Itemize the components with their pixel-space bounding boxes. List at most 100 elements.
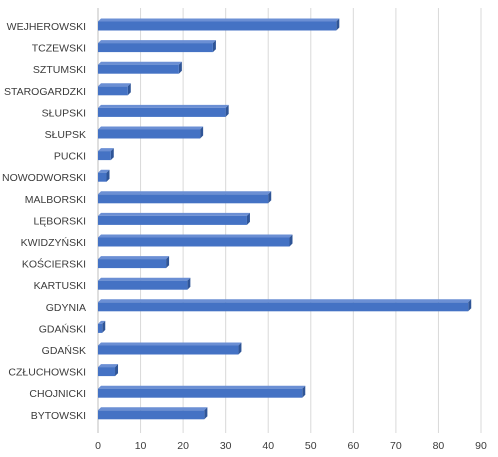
bar-słupsk xyxy=(98,126,204,139)
category-label: WEJHEROWSKI xyxy=(7,21,86,33)
x-tick-label: 10 xyxy=(135,440,147,452)
bar-top-face xyxy=(98,277,191,281)
bar-top-face xyxy=(98,18,340,22)
x-tick-label: 90 xyxy=(475,440,487,452)
category-label: MALBORSKI xyxy=(25,194,86,206)
bar-top-face xyxy=(98,342,242,346)
bar-top-face xyxy=(98,385,306,389)
bar-front-face xyxy=(98,215,247,225)
bar-top-face xyxy=(98,61,182,65)
x-tick-label: 60 xyxy=(347,440,359,452)
bar-kościerski xyxy=(98,256,170,269)
bar-słupski xyxy=(98,104,229,117)
bar-side-face xyxy=(212,40,216,53)
bar-front-face xyxy=(98,107,226,117)
bar-top-face xyxy=(98,212,250,216)
x-tick-label: 80 xyxy=(433,440,445,452)
bar-chojnicki xyxy=(98,385,306,398)
bar-side-face xyxy=(187,277,191,290)
category-label: CHOJNICKI xyxy=(29,388,86,400)
bar-top-face xyxy=(98,364,119,368)
category-label: CZŁUCHOWSKI xyxy=(8,367,86,379)
bar-side-face xyxy=(268,191,272,204)
category-label: SŁUPSK xyxy=(45,129,86,141)
bar-top-face xyxy=(98,407,208,411)
bar-top-face xyxy=(98,191,272,195)
bar-side-face xyxy=(178,61,182,74)
category-label: GDAŃSKI xyxy=(39,322,86,335)
bar-front-face xyxy=(98,259,167,269)
bar-starogardzki xyxy=(98,83,131,96)
bar-bytowski xyxy=(98,407,208,420)
bar-top-face xyxy=(98,104,229,108)
bar-pucki xyxy=(98,148,114,161)
category-label: SŁUPSKI xyxy=(42,107,86,119)
x-tick-label: 50 xyxy=(305,440,317,452)
bar-front-face xyxy=(98,345,239,355)
bar-gdynia xyxy=(98,299,472,312)
bar-top-face xyxy=(98,234,293,238)
bar-side-face xyxy=(336,18,340,31)
bar-front-face xyxy=(98,302,469,312)
bar-top-face xyxy=(98,320,106,324)
bar-front-face xyxy=(98,21,337,31)
bar-nowodworski xyxy=(98,169,110,182)
bar-człuchowski xyxy=(98,364,119,377)
bars xyxy=(98,18,472,420)
category-label: GDYNIA xyxy=(46,302,86,314)
bar-front-face xyxy=(98,367,116,377)
x-axis-tick-labels: 0 10 20 30 40 50 60 70 80 90 xyxy=(95,440,487,452)
category-label: SZTUMSKI xyxy=(33,64,86,76)
bar-front-face xyxy=(98,172,107,182)
bar-side-face xyxy=(200,126,204,139)
bar-front-face xyxy=(98,410,205,420)
bar-side-face xyxy=(246,212,250,225)
bar-top-face xyxy=(98,40,216,44)
bar-side-face xyxy=(225,104,229,117)
x-tick-label: 40 xyxy=(262,440,274,452)
bar-tczewski xyxy=(98,40,216,53)
bar-top-face xyxy=(98,299,472,303)
bar-lęborski xyxy=(98,212,250,225)
bar-front-face xyxy=(98,129,201,139)
category-label: LĘBORSKI xyxy=(33,215,86,227)
bar-front-face xyxy=(98,388,303,398)
bar-side-face xyxy=(127,83,131,96)
bar-gdańsk xyxy=(98,342,242,355)
bar-side-face xyxy=(102,320,106,333)
category-label: PUCKI xyxy=(54,151,86,163)
bar-front-face xyxy=(98,323,103,333)
bar-front-face xyxy=(98,237,290,247)
bar-top-face xyxy=(98,256,170,260)
bar-side-face xyxy=(468,299,472,312)
bar-front-face xyxy=(98,86,128,96)
category-label: KWIDZYŃSKI xyxy=(21,236,86,249)
bar-sztumski xyxy=(98,61,182,74)
bar-front-face xyxy=(98,64,179,74)
bar-kartuski xyxy=(98,277,191,290)
bar-side-face xyxy=(289,234,293,247)
bar-malborski xyxy=(98,191,272,204)
bar-top-face xyxy=(98,83,131,87)
bar-top-face xyxy=(98,126,204,130)
x-tick-label: 30 xyxy=(220,440,232,452)
x-tick-label: 20 xyxy=(177,440,189,452)
category-label: KOŚCIERSKI xyxy=(22,258,86,271)
category-label: STAROGARDZKI xyxy=(4,86,86,98)
bar-side-face xyxy=(110,148,114,161)
bar-side-face xyxy=(204,407,208,420)
x-tick-label: 70 xyxy=(390,440,402,452)
bar-side-face xyxy=(166,256,170,269)
bar-front-face xyxy=(98,194,269,204)
bar-front-face xyxy=(98,43,213,53)
bar-side-face xyxy=(238,342,242,355)
bar-top-face xyxy=(98,169,110,173)
bar-front-face xyxy=(98,151,111,161)
category-labels: WEJHEROWSKI TCZEWSKI SZTUMSKI STAROGARDZKI S… xyxy=(2,21,86,422)
bar-side-face xyxy=(106,169,110,182)
bar-side-face xyxy=(115,364,119,377)
category-label: TCZEWSKI xyxy=(32,43,86,55)
category-label: KARTUSKI xyxy=(34,280,86,292)
bar-kwidzyński xyxy=(98,234,293,247)
